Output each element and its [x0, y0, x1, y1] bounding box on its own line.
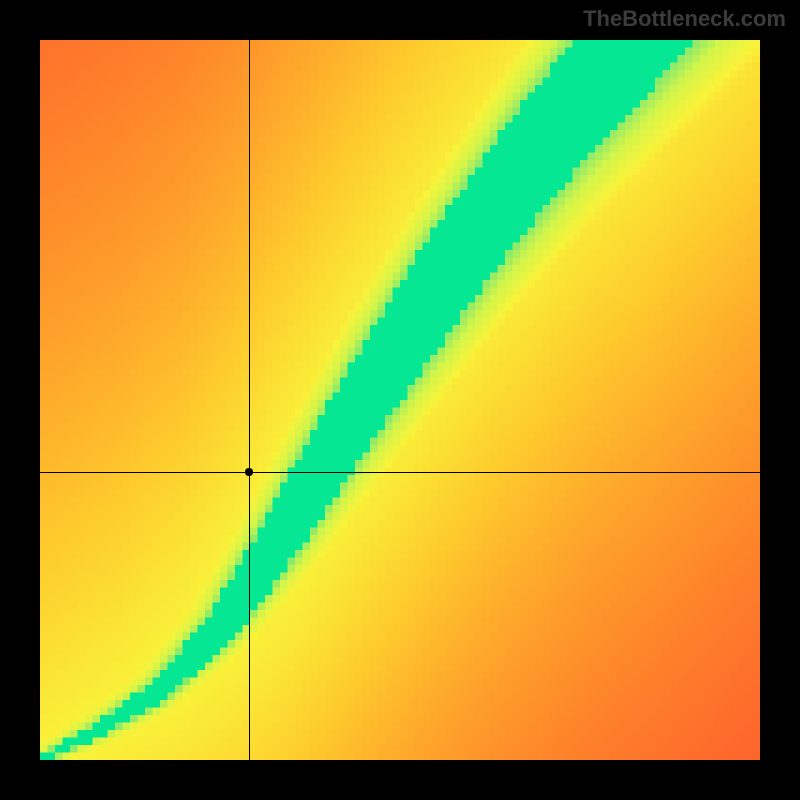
crosshair-horizontal [40, 472, 760, 473]
crosshair-vertical [249, 40, 250, 760]
chart-container: { "watermark": { "text": "TheBottleneck.… [0, 0, 800, 800]
watermark-text: TheBottleneck.com [583, 6, 786, 32]
crosshair-marker [244, 467, 254, 477]
bottleneck-heatmap [40, 40, 760, 760]
